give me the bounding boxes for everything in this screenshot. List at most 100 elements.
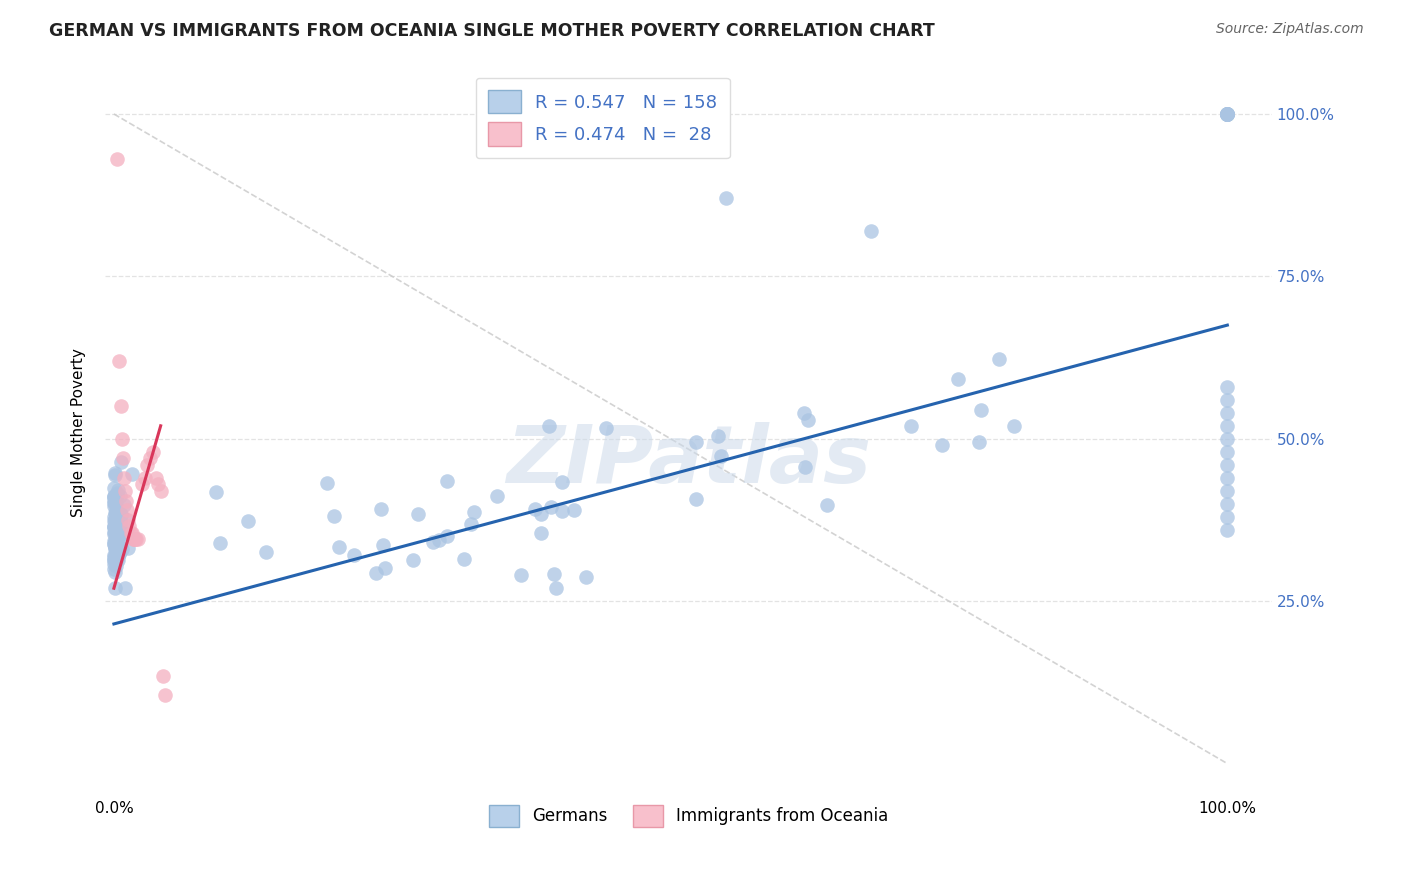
Point xyxy=(236,514,259,528)
Point xyxy=(107,524,129,538)
Point xyxy=(794,459,817,474)
Point xyxy=(104,549,127,564)
Point xyxy=(453,552,475,566)
Point xyxy=(104,491,127,506)
Point xyxy=(103,489,125,503)
Point xyxy=(104,504,127,518)
Point xyxy=(1216,509,1239,524)
Point xyxy=(1216,107,1239,121)
Point xyxy=(115,513,138,527)
Point xyxy=(127,533,149,547)
Point xyxy=(1216,406,1239,420)
Point xyxy=(103,514,125,528)
Point xyxy=(710,450,733,464)
Point xyxy=(148,477,170,491)
Point xyxy=(107,530,129,544)
Point xyxy=(540,500,562,515)
Point xyxy=(103,496,125,510)
Point xyxy=(110,400,132,414)
Point xyxy=(105,533,128,547)
Point xyxy=(485,489,508,503)
Point xyxy=(463,505,485,519)
Point xyxy=(530,525,553,540)
Point xyxy=(107,553,129,567)
Point xyxy=(103,557,125,571)
Point xyxy=(716,191,738,205)
Point xyxy=(254,545,277,559)
Point xyxy=(108,354,131,368)
Point xyxy=(815,499,838,513)
Legend: Germans, Immigrants from Oceania: Germans, Immigrants from Oceania xyxy=(481,797,897,835)
Point xyxy=(108,515,131,529)
Point xyxy=(208,536,231,550)
Point xyxy=(103,510,125,524)
Point xyxy=(436,529,458,543)
Point xyxy=(562,503,585,517)
Point xyxy=(112,498,135,512)
Point xyxy=(427,533,450,547)
Point xyxy=(104,505,127,519)
Point xyxy=(125,533,148,547)
Point xyxy=(117,513,139,527)
Point xyxy=(1216,523,1239,537)
Point xyxy=(120,526,142,541)
Point xyxy=(122,533,145,547)
Point xyxy=(111,542,134,557)
Point xyxy=(103,534,125,549)
Point xyxy=(1216,107,1239,121)
Point xyxy=(1216,107,1239,121)
Point xyxy=(124,533,146,547)
Point xyxy=(104,512,127,526)
Point xyxy=(104,513,127,527)
Point xyxy=(104,581,127,595)
Point xyxy=(103,494,125,508)
Point xyxy=(204,485,226,500)
Point xyxy=(105,495,128,509)
Point xyxy=(1216,107,1239,121)
Point xyxy=(108,546,131,560)
Point xyxy=(436,475,458,489)
Point xyxy=(103,537,125,551)
Point xyxy=(104,534,127,549)
Point xyxy=(1216,107,1239,121)
Text: Source: ZipAtlas.com: Source: ZipAtlas.com xyxy=(1216,22,1364,37)
Point xyxy=(104,467,127,481)
Point xyxy=(112,471,135,485)
Point xyxy=(1216,392,1239,407)
Point xyxy=(328,540,350,554)
Point xyxy=(931,437,953,451)
Point xyxy=(108,506,131,520)
Point xyxy=(370,501,392,516)
Point xyxy=(108,547,131,561)
Point xyxy=(343,548,366,562)
Point xyxy=(510,567,533,582)
Point xyxy=(1216,107,1239,121)
Point xyxy=(406,507,429,521)
Point xyxy=(105,153,128,167)
Point xyxy=(118,519,141,533)
Point xyxy=(105,527,128,541)
Point xyxy=(104,526,127,541)
Point xyxy=(117,503,139,517)
Point xyxy=(117,541,139,555)
Point xyxy=(1216,444,1239,458)
Point xyxy=(104,565,127,579)
Point xyxy=(103,548,125,562)
Point xyxy=(1216,107,1239,121)
Point xyxy=(103,490,125,504)
Point xyxy=(105,546,128,560)
Point xyxy=(114,483,136,498)
Point xyxy=(104,520,127,534)
Point xyxy=(544,581,567,595)
Point xyxy=(797,413,820,427)
Point xyxy=(108,547,131,561)
Point xyxy=(1216,107,1239,121)
Point xyxy=(110,455,132,469)
Point xyxy=(104,535,127,549)
Point xyxy=(104,506,127,520)
Point xyxy=(103,499,125,513)
Point xyxy=(103,520,125,534)
Point xyxy=(551,475,574,489)
Point xyxy=(543,566,565,581)
Point xyxy=(134,471,156,485)
